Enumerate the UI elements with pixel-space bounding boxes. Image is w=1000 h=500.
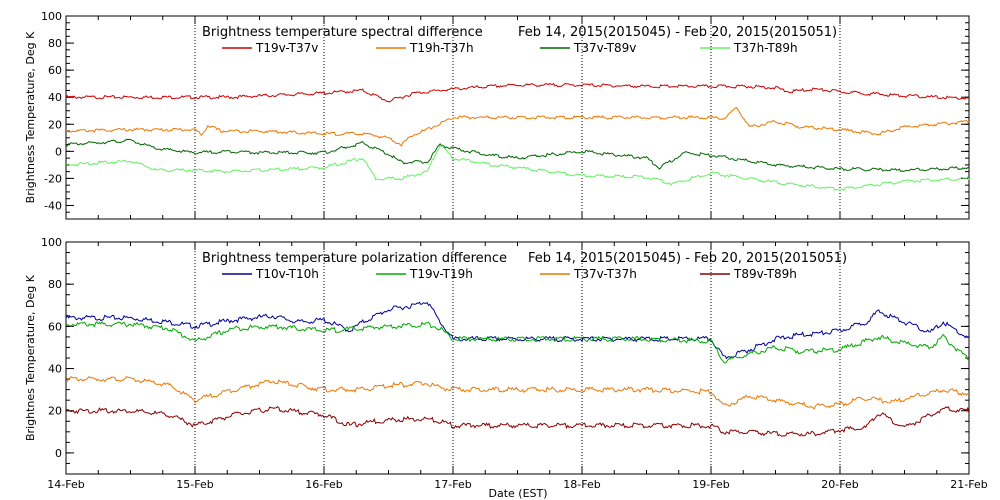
y-tick-label: 40: [48, 363, 62, 376]
y-tick-label: 40: [48, 91, 62, 104]
chart-subtitle: Feb 14, 2015(2015045) - Feb 20, 2015(201…: [528, 251, 847, 266]
y-tick-label: 20: [48, 118, 62, 131]
legend-label: T89v-T89h: [733, 267, 797, 281]
legend-label: T19h-T37h: [409, 41, 474, 55]
x-tick-label: 15-Feb: [176, 478, 213, 491]
y-tick-label: 100: [41, 10, 62, 23]
y-tick-label: 60: [48, 64, 62, 77]
y-tick-label: -20: [44, 172, 62, 185]
series-line-t89v-t89h: [65, 406, 970, 437]
y-tick-label: 80: [48, 278, 62, 291]
y-tick-label: 0: [55, 447, 62, 460]
x-tick-label: 17-Feb: [434, 478, 471, 491]
y-tick-label: 0: [55, 145, 62, 158]
y-tick-label: 100: [41, 236, 62, 249]
series-line-t37h-t89h: [65, 145, 970, 192]
x-tick-label: 16-Feb: [305, 478, 342, 491]
legend-label: T37h-T89h: [733, 41, 798, 55]
series-line-t19h-t37h: [65, 107, 970, 147]
series-line-t10v-t10h: [65, 301, 970, 360]
x-tick-label: 14-Feb: [47, 478, 84, 491]
y-tick-label: 60: [48, 320, 62, 333]
legend-label: T19v-T37v: [255, 41, 318, 55]
x-tick-label: 18-Feb: [563, 478, 600, 491]
chart-title: Brightness temperature polarization diff…: [202, 251, 507, 266]
y-tick-label: -40: [44, 199, 62, 212]
polarization-difference-panel: 0 20 40 60 80 100 Brightness temperature polar…: [24, 236, 988, 500]
plot-frame: [65, 241, 970, 475]
legend-label: T37v-T37h: [573, 267, 637, 281]
chart-subtitle: Feb 14, 2015(2015045) - Feb 20, 2015(201…: [518, 25, 837, 40]
series-line-t19v-t19h: [65, 320, 970, 364]
x-tick-label: 20-Feb: [821, 478, 858, 491]
series-line-t37v-t89v: [65, 138, 970, 173]
legend-label: T19v-T19h: [409, 267, 473, 281]
legend-label: T10v-T10h: [255, 267, 319, 281]
spectral-difference-panel: -40 -20 0 20 40 60 80 100 Brightness temperature…: [24, 10, 970, 220]
chart-title: Brightness temperature spectral differen…: [202, 25, 483, 40]
y-axis-label: Brightnes Temperature, Deg K: [24, 274, 37, 441]
y-tick-label: 20: [48, 405, 62, 418]
y-tick-label: 80: [48, 37, 62, 50]
series-line-t37v-t37h: [65, 375, 969, 410]
y-axis-label: Brightness Temperature, Deg K: [24, 31, 37, 203]
x-tick-label: 21-Feb: [950, 478, 987, 491]
series-line-t19v-t37v: [65, 82, 970, 103]
legend-label: T37v-T89v: [573, 41, 636, 55]
x-tick-label: 19-Feb: [692, 478, 729, 491]
x-axis-label: Date (EST): [488, 487, 547, 500]
